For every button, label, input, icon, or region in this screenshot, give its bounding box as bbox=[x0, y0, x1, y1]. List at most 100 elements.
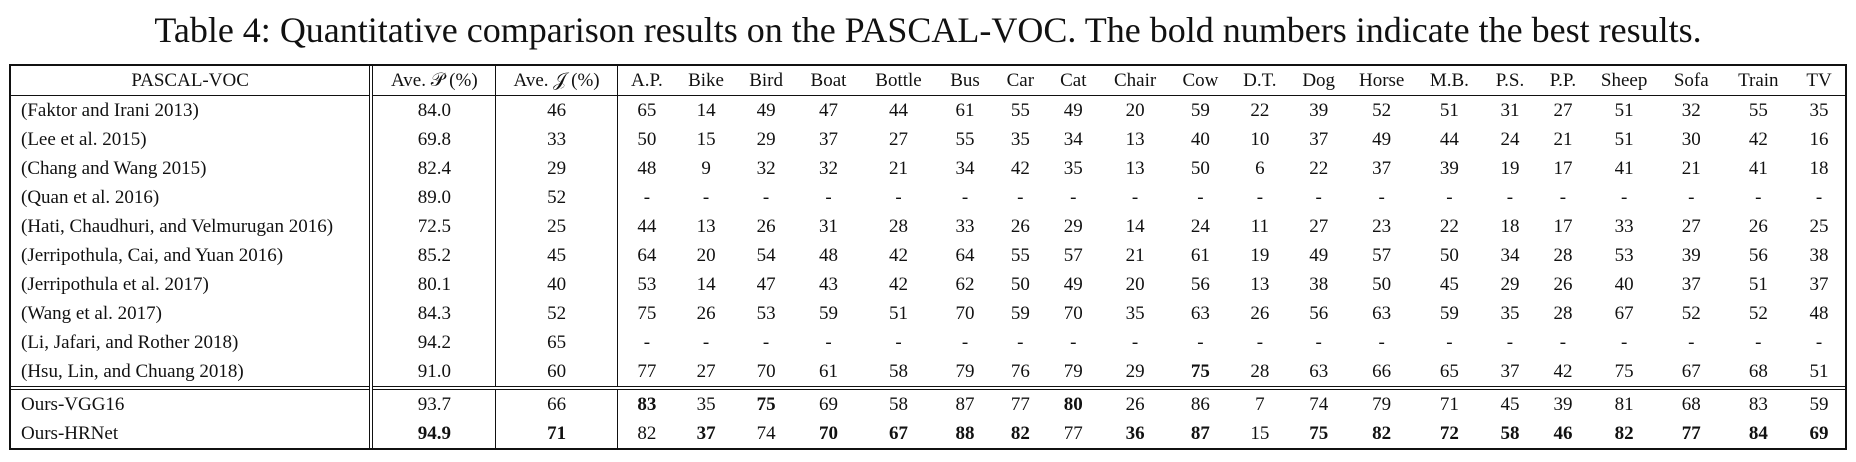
score-cell: 29 bbox=[1063, 216, 1083, 237]
score-cell: 21 bbox=[1125, 245, 1145, 266]
score-cell: 77 bbox=[1681, 423, 1701, 444]
score-cell: 65 bbox=[495, 328, 618, 357]
score-cell: 71 bbox=[495, 419, 618, 448]
score-cell: - bbox=[825, 187, 832, 208]
method-name: (Hsu, Lin, and Chuang 2018) bbox=[11, 357, 374, 388]
score-cell: 49 bbox=[1372, 129, 1392, 150]
score-cell: 52 bbox=[495, 183, 618, 212]
column-header: D.T. bbox=[1230, 66, 1290, 96]
score-cell: 53 bbox=[1614, 245, 1634, 266]
score-cell: 40 bbox=[1190, 129, 1210, 150]
score-cell: 55 bbox=[955, 129, 975, 150]
score-cell: 67 bbox=[889, 423, 908, 444]
column-header: TV bbox=[1793, 66, 1845, 96]
ours-rows: Ours-VGG16 93.7 66 83 35 75 69 58 87 77 80 26 86 7 74 7… bbox=[11, 386, 1845, 448]
score-cell: 84 bbox=[1748, 423, 1768, 444]
score-cell: 65 bbox=[1439, 361, 1459, 382]
score-cell: 32 bbox=[1681, 100, 1701, 121]
score-cell: 47 bbox=[756, 274, 776, 295]
method-name: (Jerripothula et al. 2017) bbox=[11, 270, 374, 299]
score-cell: 38 bbox=[1309, 274, 1329, 295]
score-cell: 45 bbox=[1439, 274, 1459, 295]
score-cell: 28 bbox=[1250, 361, 1270, 382]
score-cell: 82 bbox=[637, 423, 657, 444]
score-cell: - bbox=[762, 332, 770, 353]
score-cell: 59 bbox=[1190, 100, 1210, 121]
score-cell: 49 bbox=[756, 100, 776, 121]
score-cell: 44 bbox=[889, 100, 908, 121]
score-cell: 13 bbox=[1250, 274, 1270, 295]
score-cell: 34 bbox=[1500, 245, 1520, 266]
table-row: (Jerripothula, Cai, and Yuan 2016) 85.2 45… bbox=[11, 241, 1845, 270]
score-cell: 55 bbox=[1010, 245, 1030, 266]
score-cell: - bbox=[1755, 187, 1762, 208]
score-cell: 39 bbox=[1536, 386, 1590, 419]
score-cell: 25 bbox=[495, 212, 618, 241]
column-header: P.S. bbox=[1483, 66, 1537, 96]
column-header: Sheep bbox=[1589, 66, 1659, 96]
score-cell: 51 bbox=[1809, 361, 1829, 382]
column-header: Cow bbox=[1170, 66, 1231, 96]
score-cell: 72.5 bbox=[371, 212, 497, 241]
score-cell: 32 bbox=[818, 158, 838, 179]
score-cell: 70 bbox=[818, 423, 838, 444]
score-cell: 21 bbox=[1553, 129, 1573, 150]
score-cell: 58 bbox=[1500, 423, 1520, 444]
column-header: Horse bbox=[1348, 66, 1416, 96]
score-cell: 37 bbox=[1809, 274, 1829, 295]
score-cell: 31 bbox=[1500, 100, 1520, 121]
table-row: (Quan et al. 2016) 89.0 52 - - - - - - - - - - - - - - - -… bbox=[11, 183, 1845, 212]
score-cell: 31 bbox=[818, 216, 838, 237]
score-cell: 82 bbox=[1010, 423, 1030, 444]
score-cell: 52 bbox=[1681, 303, 1701, 324]
method-name: (Faktor and Irani 2013) bbox=[11, 95, 374, 125]
score-cell: 57 bbox=[1063, 245, 1083, 266]
score-cell: 51 bbox=[1614, 129, 1634, 150]
score-cell: 63 bbox=[1190, 303, 1210, 324]
score-cell: 20 bbox=[1125, 100, 1145, 121]
score-cell: - bbox=[762, 187, 770, 208]
score-cell: 42 bbox=[1748, 129, 1768, 150]
score-cell: 83 bbox=[617, 386, 677, 419]
table-row: (Jerripothula et al. 2017) 80.1 40 53 14 47 43… bbox=[11, 270, 1845, 299]
score-cell: 69.8 bbox=[371, 125, 497, 154]
score-cell: 13 bbox=[1125, 158, 1145, 179]
column-header: Bottle bbox=[860, 66, 937, 96]
column-header: Bus bbox=[936, 66, 994, 96]
score-cell: 52 bbox=[1748, 303, 1768, 324]
score-cell: 16 bbox=[1809, 129, 1829, 150]
score-cell: 75 bbox=[1309, 423, 1329, 444]
score-cell: 35 bbox=[1063, 158, 1083, 179]
score-cell: 50 bbox=[1439, 245, 1459, 266]
table-row: (Hsu, Lin, and Chuang 2018) 91.0 60 77 27 70 6… bbox=[11, 357, 1845, 388]
score-cell: 51 bbox=[1614, 100, 1634, 121]
score-cell: 82 bbox=[1372, 423, 1392, 444]
column-header: Cat bbox=[1046, 66, 1100, 96]
score-cell: 74 bbox=[756, 423, 776, 444]
score-cell: - bbox=[1688, 187, 1695, 208]
table-row: (Wang et al. 2017) 84.3 52 75 26 53 59 51 70 59 70… bbox=[11, 299, 1845, 328]
score-cell: 26 bbox=[1553, 274, 1573, 295]
score-cell: 48 bbox=[1809, 303, 1829, 324]
score-cell: 52 bbox=[495, 299, 618, 328]
score-cell: 13 bbox=[1125, 129, 1145, 150]
score-cell: - bbox=[1506, 187, 1514, 208]
score-cell: 18 bbox=[1809, 158, 1829, 179]
score-cell: 42 bbox=[889, 245, 908, 266]
column-header: Bike bbox=[676, 66, 737, 96]
method-name: (Jerripothula, Cai, and Yuan 2016) bbox=[11, 241, 374, 270]
score-cell: 27 bbox=[696, 361, 716, 382]
score-cell: 70 bbox=[756, 361, 776, 382]
score-cell: 49 bbox=[1063, 100, 1083, 121]
score-cell: 75 bbox=[1190, 361, 1210, 382]
score-cell: - bbox=[1256, 187, 1264, 208]
score-cell: - bbox=[895, 187, 902, 208]
score-cell: 29 bbox=[756, 129, 776, 150]
score-cell: 61 bbox=[955, 100, 975, 121]
score-cell: - bbox=[1688, 332, 1695, 353]
score-cell: - bbox=[1197, 332, 1204, 353]
score-cell: 51 bbox=[889, 303, 908, 324]
score-cell: 35 bbox=[1809, 100, 1829, 121]
score-cell: 34 bbox=[1063, 129, 1083, 150]
column-header: Ave. 𝒫 (%) bbox=[371, 66, 497, 96]
